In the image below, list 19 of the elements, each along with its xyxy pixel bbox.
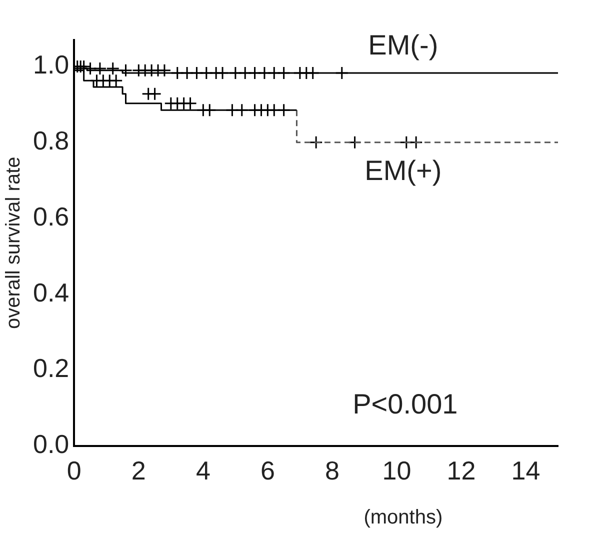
x-tick-label: 8: [324, 456, 340, 486]
y-tick-label: 0.6: [32, 201, 70, 232]
y-tick-label: 0.2: [32, 353, 70, 384]
x-tick-label: 12: [446, 456, 476, 486]
text: EM(+): [364, 154, 442, 186]
x-tick-label: 2: [131, 456, 146, 486]
y-axis-title: overall survival rate: [2, 156, 25, 330]
x-axis-title: (months): [364, 506, 443, 528]
annotation: P<0.001: [352, 388, 458, 420]
x-tick-label: 4: [196, 456, 210, 486]
x-tick-label: 10: [382, 456, 412, 486]
x-tick-label: 6: [260, 456, 275, 486]
series-label: EM(-): [368, 30, 438, 61]
x-tick-label: 14: [511, 456, 540, 486]
y-tick-label: 0.4: [32, 277, 70, 308]
y-tick-label: 0.8: [32, 126, 70, 156]
x-tick-label: 0: [66, 456, 82, 486]
y-tick-label: 1.0: [32, 50, 70, 80]
y-tick-label: 0.0: [32, 428, 70, 459]
